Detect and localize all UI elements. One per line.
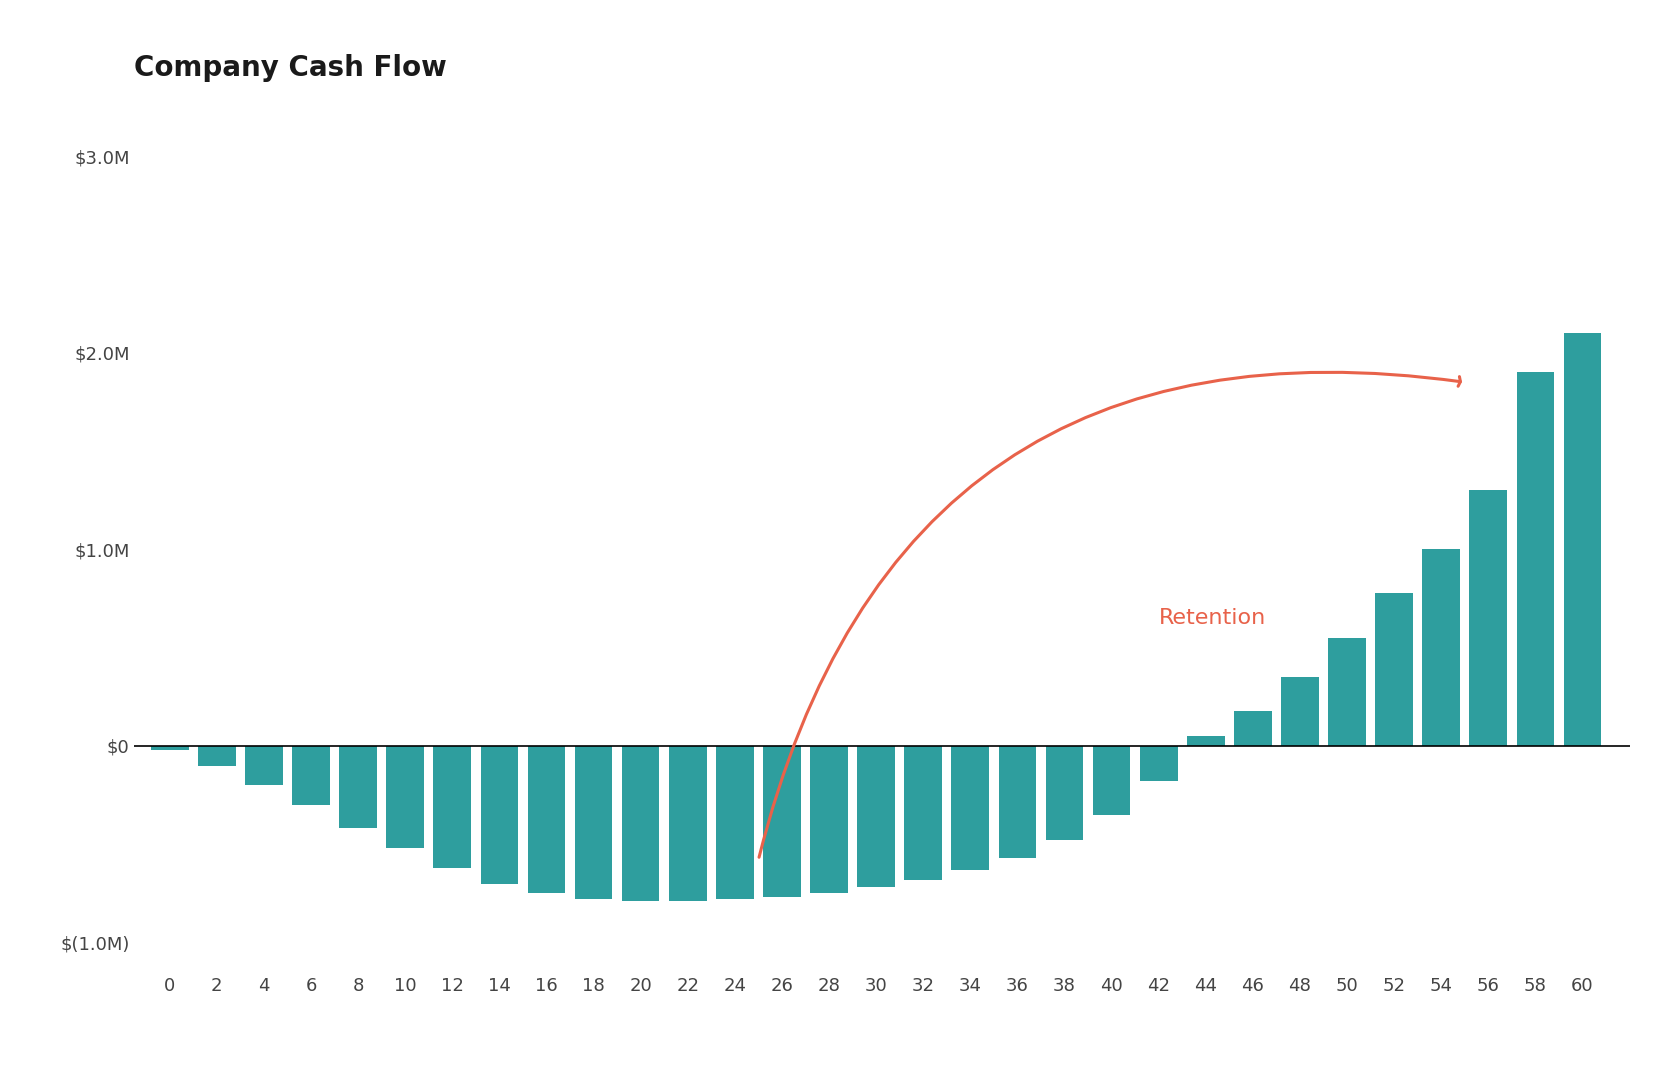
Bar <box>433 746 470 868</box>
Bar <box>1329 638 1366 746</box>
Bar <box>763 746 801 897</box>
Bar <box>151 746 188 750</box>
Bar <box>1517 373 1554 746</box>
Bar <box>669 746 707 901</box>
Bar <box>1282 677 1319 746</box>
Bar <box>480 746 517 883</box>
Text: Company Cash Flow: Company Cash Flow <box>134 54 447 82</box>
Bar <box>1092 746 1131 814</box>
Bar <box>386 746 423 848</box>
Bar <box>1188 737 1225 746</box>
Bar <box>810 746 848 893</box>
Bar <box>1045 746 1084 840</box>
Bar <box>1564 333 1601 746</box>
Bar <box>1423 550 1460 746</box>
Bar <box>998 746 1037 858</box>
Bar <box>292 746 329 805</box>
Bar <box>904 746 942 879</box>
Bar <box>1139 746 1178 781</box>
Bar <box>528 746 564 893</box>
Bar <box>1376 593 1413 746</box>
Bar <box>339 746 376 828</box>
Text: Retention: Retention <box>1159 608 1267 629</box>
Bar <box>716 746 754 900</box>
Bar <box>951 746 990 869</box>
Bar <box>1470 490 1507 746</box>
Bar <box>1235 711 1272 746</box>
Bar <box>198 746 235 766</box>
Bar <box>245 746 282 785</box>
Bar <box>857 746 895 888</box>
Bar <box>575 746 613 900</box>
Bar <box>622 746 660 901</box>
